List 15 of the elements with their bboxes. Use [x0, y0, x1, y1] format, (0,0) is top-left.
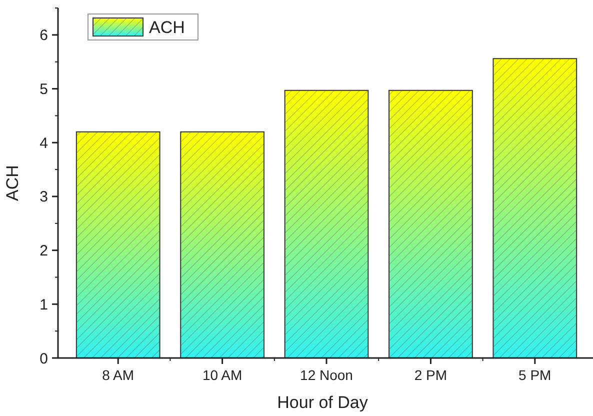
x-tick-label: 12 Noon — [300, 367, 353, 383]
y-axis-title: ACH — [3, 165, 22, 201]
x-axis-title: Hour of Day — [277, 393, 368, 412]
x-tick-label: 5 PM — [518, 367, 552, 383]
x-tick-label: 2 PM — [414, 367, 448, 383]
y-tick-label: 4 — [40, 134, 48, 152]
legend-label: ACH — [149, 18, 185, 37]
y-tick-label: 5 — [40, 81, 48, 98]
y-tick-label: 3 — [40, 188, 48, 206]
x-tick-label: 10 AM — [202, 367, 242, 383]
y-tick-label: 2 — [40, 242, 48, 260]
y-tick-label: 1 — [40, 296, 48, 314]
x-tick-label: 8 AM — [102, 367, 134, 383]
y-tick-label: 0 — [40, 350, 48, 368]
y-tick-label: 6 — [40, 27, 48, 44]
